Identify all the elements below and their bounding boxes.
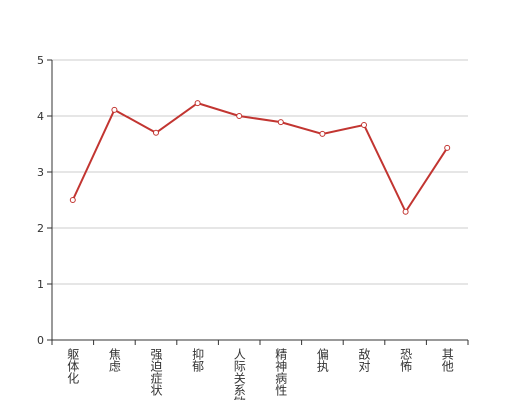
point [69,197,76,203]
point [361,121,367,128]
y-tick-label: 2 [37,222,44,235]
y-tick-label: 1 [37,278,44,291]
x-tick-label: 其他 [440,348,454,372]
point [153,129,159,136]
x-tick-label: 躯体化 [66,347,80,385]
line [71,102,449,214]
y-tick-label: 3 [37,166,44,179]
x-tick-label: 人际关系敏感 [232,348,246,400]
point [319,130,326,137]
point [277,119,284,126]
point [402,208,409,215]
y-tick-label: 4 [37,110,44,123]
x-tick-label: 敌对 [357,347,371,372]
x-tick-label: 焦虑 [107,348,121,372]
point [236,113,243,119]
x-tick-label: 强迫症状 [149,348,163,396]
point [111,106,118,113]
x-tick-label: 偏执 [315,347,329,373]
point [194,100,201,107]
x-tick-label: 精神病性 [274,348,288,397]
y-tick-label: 0 [37,334,44,347]
x-tick-label: 抑郁 [191,347,205,373]
y-tick-label: 5 [37,54,44,67]
point [444,144,451,151]
x-tick-label: 恐怖 [399,348,413,372]
